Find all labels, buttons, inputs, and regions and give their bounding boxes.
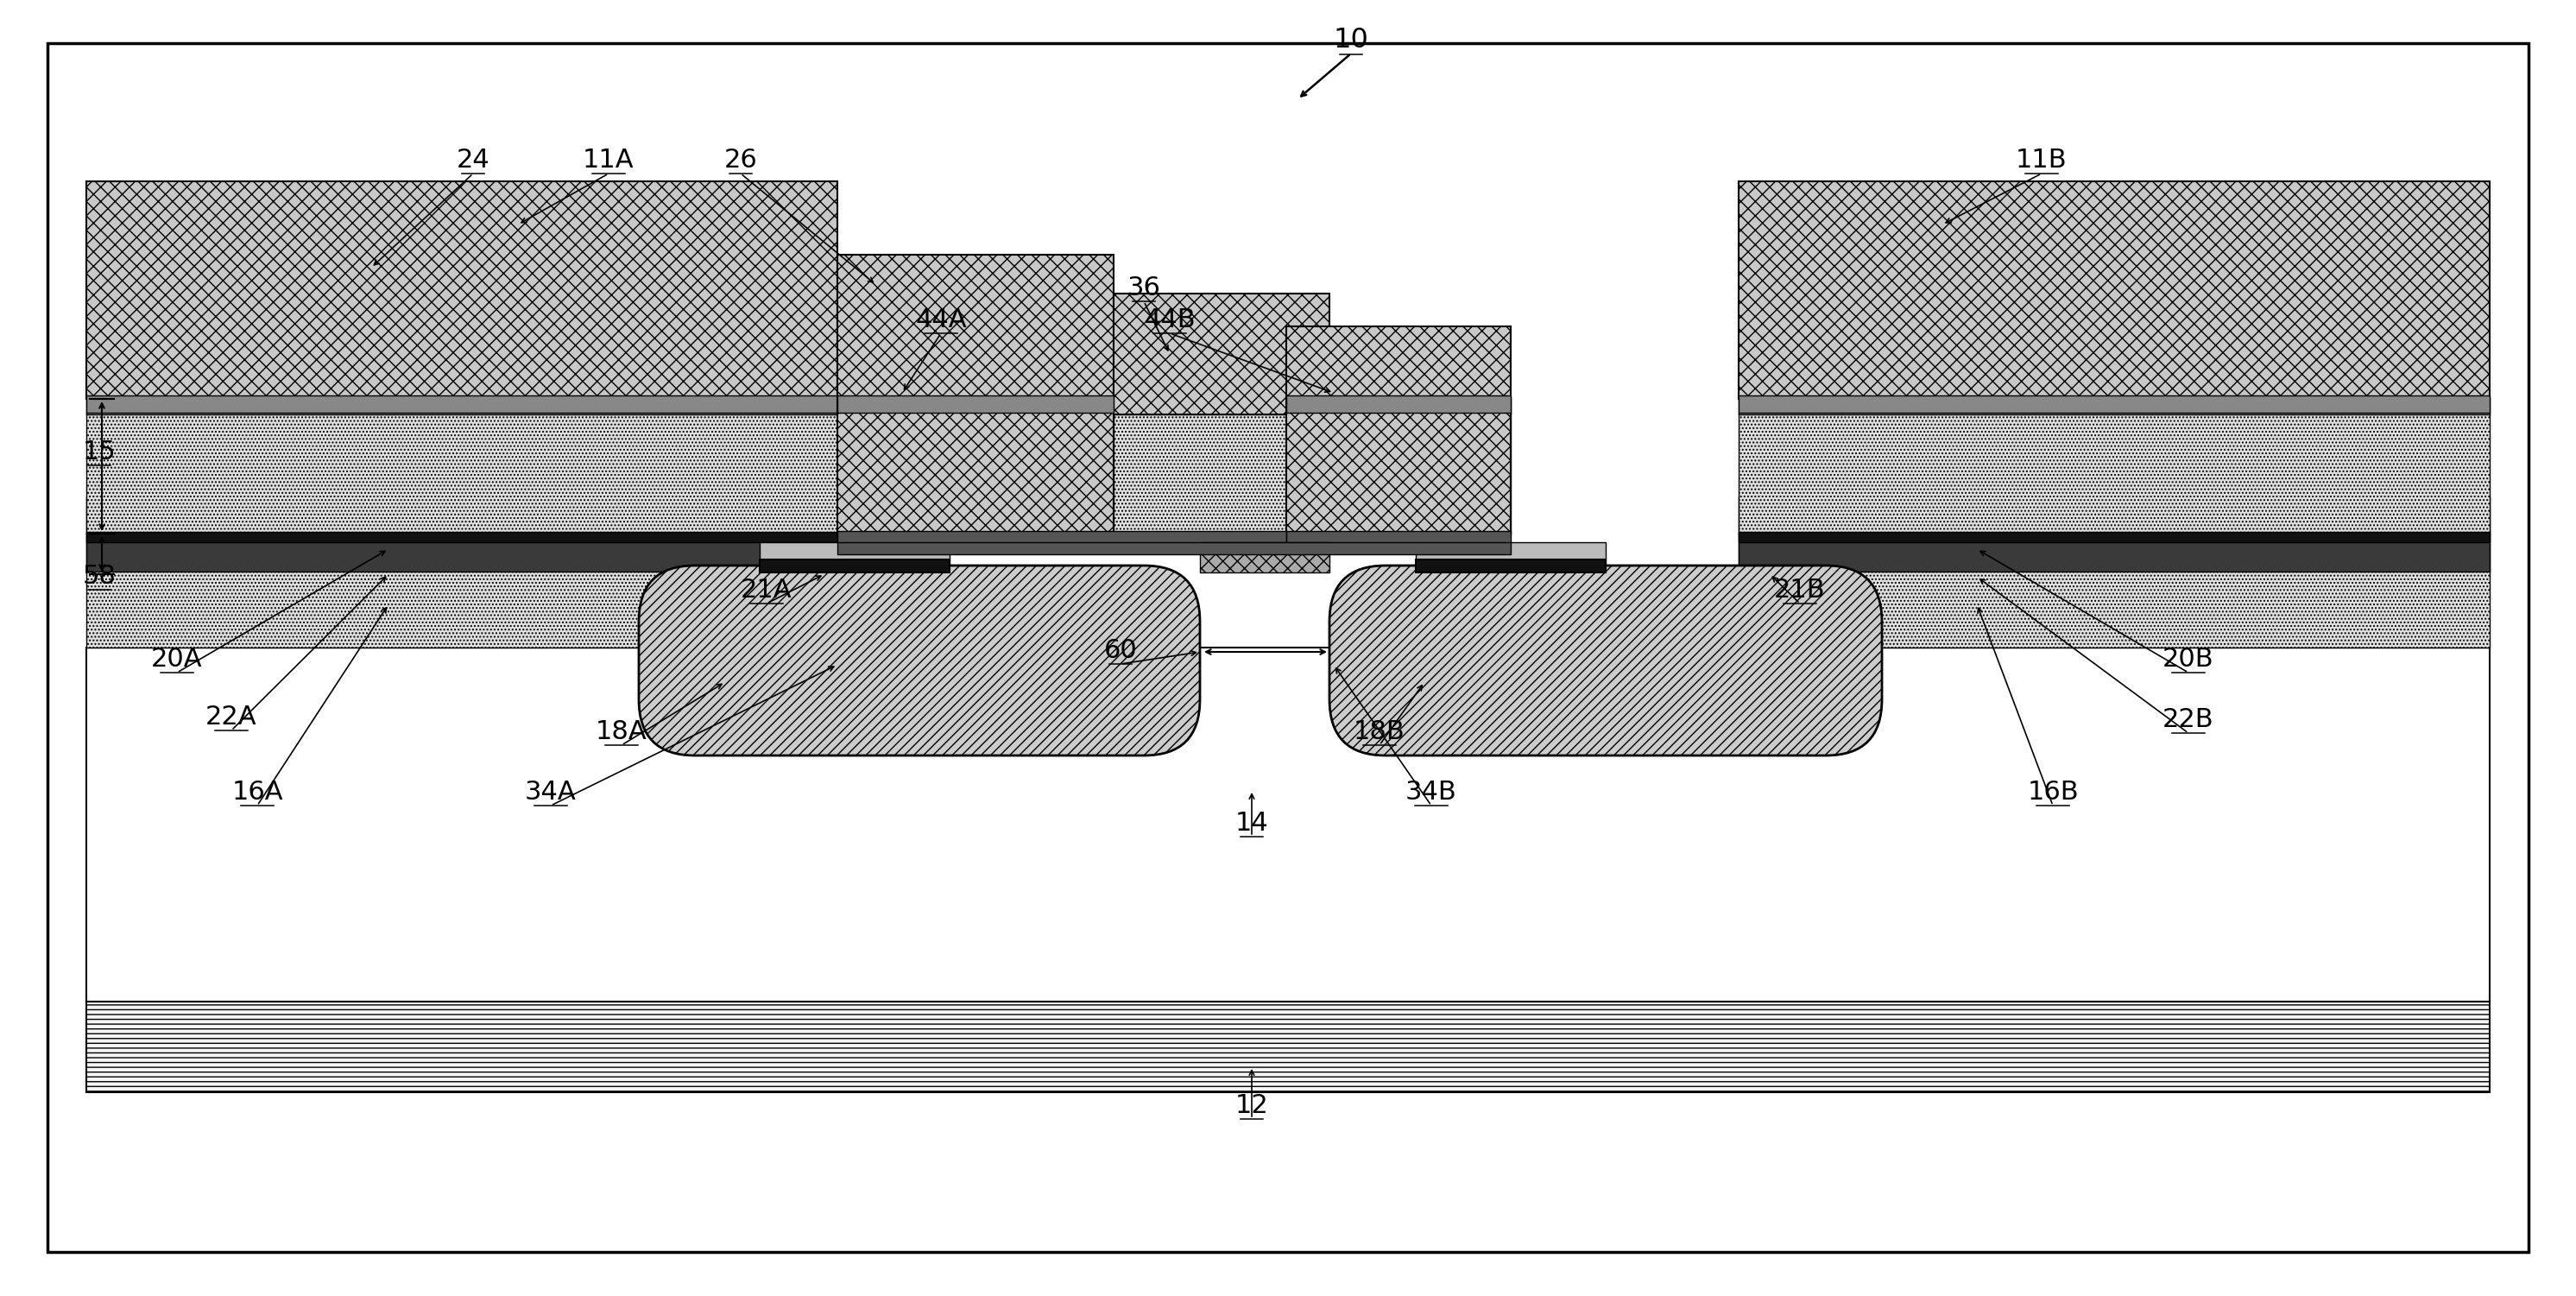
Bar — [1739, 181, 2488, 399]
Bar — [837, 531, 1285, 543]
Text: 16A: 16A — [232, 780, 283, 805]
Bar — [1739, 412, 2488, 534]
FancyBboxPatch shape — [1329, 565, 1883, 756]
Text: 12: 12 — [1234, 1093, 1267, 1118]
Text: 24: 24 — [456, 148, 489, 172]
Bar — [88, 531, 837, 542]
Bar — [88, 533, 837, 572]
Bar — [1739, 496, 2488, 648]
Bar — [1285, 397, 1510, 415]
Text: 11A: 11A — [582, 148, 634, 172]
Bar — [1113, 397, 1285, 415]
Text: 44A: 44A — [914, 307, 966, 332]
Bar — [88, 395, 837, 412]
Bar — [88, 412, 837, 534]
Bar — [88, 496, 837, 648]
Bar — [1285, 327, 1510, 535]
Text: 14: 14 — [1234, 811, 1267, 836]
Bar — [1739, 533, 2488, 572]
Text: 18B: 18B — [1355, 719, 1406, 744]
Text: 16B: 16B — [2027, 780, 2079, 805]
Text: 15: 15 — [82, 439, 116, 464]
Bar — [1285, 531, 1510, 543]
Bar — [760, 560, 951, 573]
Text: 20B: 20B — [2164, 647, 2215, 671]
Text: 21A: 21A — [742, 578, 793, 603]
Text: 58: 58 — [82, 564, 116, 588]
Bar — [837, 395, 1113, 412]
Text: 34A: 34A — [526, 780, 577, 805]
Bar — [88, 648, 2488, 1002]
Bar — [1285, 395, 1510, 412]
Text: 44B: 44B — [1144, 307, 1195, 332]
Text: 10: 10 — [1334, 27, 1368, 53]
Bar — [1113, 294, 1329, 415]
Bar — [1417, 560, 1605, 573]
Bar — [88, 1002, 2488, 1093]
Text: 18A: 18A — [595, 719, 647, 744]
Text: 11B: 11B — [2017, 148, 2069, 172]
Bar — [88, 181, 837, 399]
Text: 34B: 34B — [1406, 780, 1458, 805]
Text: 22A: 22A — [206, 705, 258, 730]
Bar — [88, 397, 837, 415]
Text: 21B: 21B — [1775, 578, 1826, 603]
Bar — [1739, 397, 2488, 415]
Bar — [837, 397, 1113, 415]
Bar — [1739, 395, 2488, 412]
Bar — [1739, 531, 2488, 542]
Bar — [760, 542, 951, 577]
Bar — [1113, 412, 1285, 534]
FancyBboxPatch shape — [639, 565, 1200, 756]
Text: 22B: 22B — [2164, 708, 2215, 732]
Text: 36: 36 — [1128, 276, 1162, 301]
Bar — [837, 412, 1113, 534]
Bar — [837, 255, 1113, 535]
Bar — [1200, 542, 1329, 573]
Text: 60: 60 — [1103, 638, 1136, 664]
Text: 26: 26 — [724, 148, 757, 172]
Bar — [837, 542, 1510, 555]
Text: 20A: 20A — [152, 647, 204, 671]
Bar — [1285, 412, 1510, 534]
Bar — [1417, 542, 1605, 577]
